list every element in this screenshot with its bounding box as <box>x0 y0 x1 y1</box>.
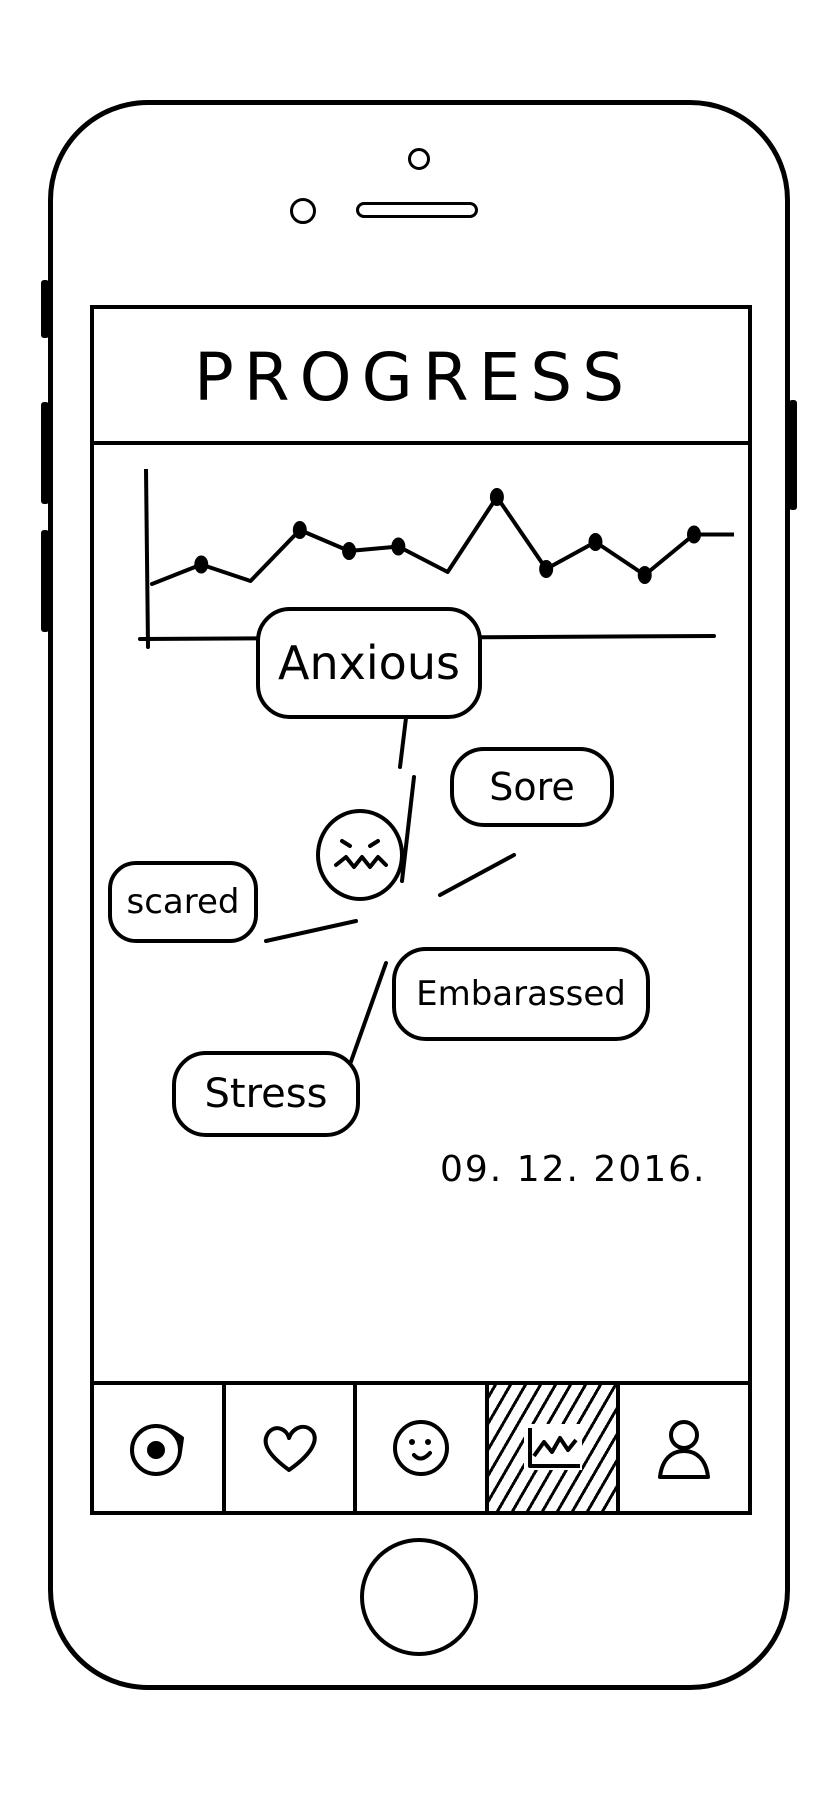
front-camera <box>408 148 430 170</box>
connector-anxious <box>400 775 416 883</box>
connector-scared <box>264 919 358 943</box>
mood-sore[interactable]: Sore <box>450 747 614 827</box>
chart-point <box>194 555 209 574</box>
person-icon <box>658 1420 711 1479</box>
date-label: 09. 12. 2016. <box>440 1149 707 1190</box>
volume-up-button <box>41 402 49 504</box>
mood-embarassed[interactable]: Embarassed <box>392 947 650 1041</box>
smiley-icon <box>392 1420 449 1476</box>
chart-icon <box>523 1424 582 1470</box>
chart-point <box>687 525 701 544</box>
chart-point <box>489 488 504 506</box>
earpiece-speaker <box>356 202 478 218</box>
mood-scared[interactable]: scared <box>108 861 258 943</box>
chart-point <box>588 533 603 551</box>
worried-face-drawing <box>334 839 388 869</box>
sensor-dot <box>290 198 316 224</box>
chart-point <box>539 560 554 578</box>
tab-bar <box>94 1381 748 1511</box>
chart-point <box>391 537 406 556</box>
tab-mood[interactable] <box>357 1385 489 1511</box>
mood-scared-label: scared <box>126 882 240 922</box>
tab-favorites[interactable] <box>226 1385 358 1511</box>
mood-anxious-label: Anxious <box>278 636 460 690</box>
mood-sore-label: Sore <box>489 765 575 809</box>
heart-icon <box>264 1424 317 1472</box>
home-button[interactable] <box>360 1538 478 1656</box>
volume-down-button <box>41 530 49 632</box>
chart-point <box>342 542 357 560</box>
chart-point <box>292 521 307 539</box>
mood-stress[interactable]: Stress <box>172 1051 360 1137</box>
tab-progress[interactable] <box>488 1385 621 1511</box>
header: PROGRESS <box>94 309 748 445</box>
camera-icon <box>129 1424 184 1476</box>
connector-sore <box>438 853 516 897</box>
mood-stress-label: Stress <box>204 1071 328 1117</box>
chart-point <box>637 566 652 584</box>
page-title: PROGRESS <box>194 339 635 416</box>
mood-anxious[interactable]: Anxious <box>256 607 482 719</box>
tab-camera[interactable] <box>94 1385 226 1511</box>
mute-switch <box>41 280 49 338</box>
app-screen: PROGRESS Anxious Sore scared Embarassed … <box>90 305 752 1515</box>
mood-embarassed-label: Embarassed <box>416 974 626 1014</box>
chart-series-line <box>150 495 696 586</box>
chart-y-axis <box>144 469 150 649</box>
worried-face-icon[interactable] <box>316 809 404 901</box>
power-button <box>789 400 797 510</box>
progress-chart <box>138 469 734 649</box>
tab-profile[interactable] <box>620 1385 748 1511</box>
